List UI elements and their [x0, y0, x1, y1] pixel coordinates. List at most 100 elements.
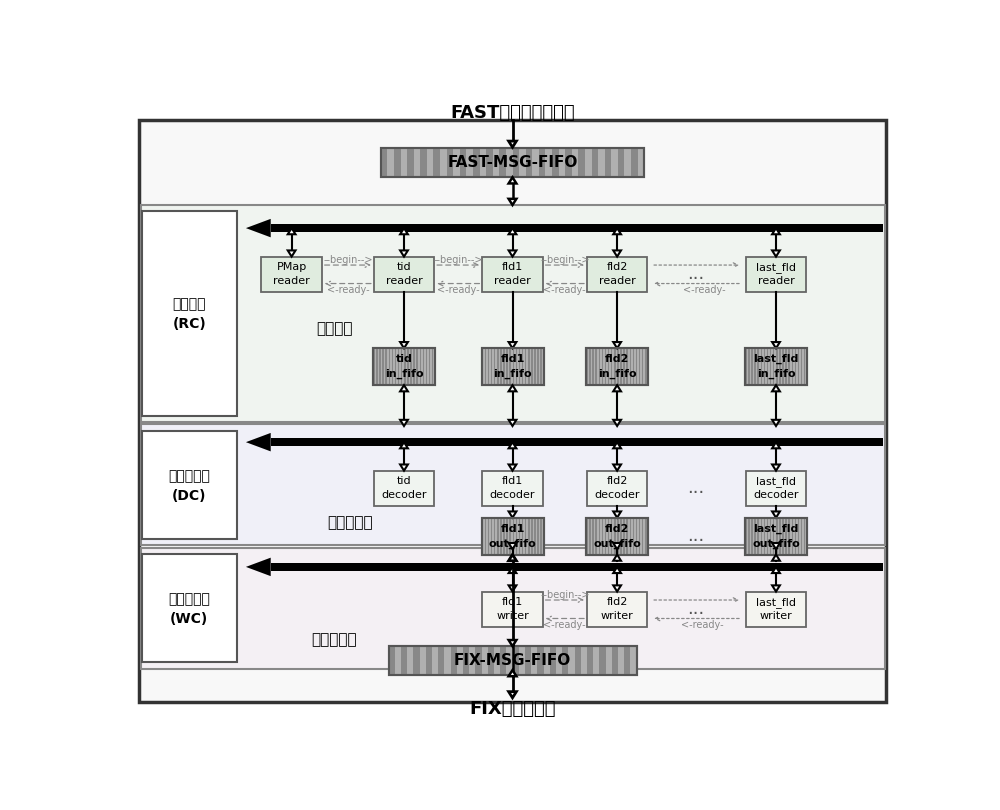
Text: in_fifo: in_fifo	[757, 369, 795, 379]
Bar	[626, 518, 628, 555]
Polygon shape	[509, 420, 516, 426]
Text: FIX-MSG-FIFO: FIX-MSG-FIFO	[454, 654, 571, 668]
Polygon shape	[613, 464, 621, 471]
Polygon shape	[288, 228, 296, 234]
Bar	[140, 424, 885, 545]
Bar	[798, 518, 799, 555]
Bar	[792, 348, 793, 386]
Bar	[537, 646, 544, 676]
Bar	[482, 348, 544, 386]
Text: --begin-->: --begin-->	[434, 254, 483, 265]
Bar	[381, 148, 644, 177]
Bar	[271, 224, 883, 232]
Bar	[589, 348, 591, 386]
Polygon shape	[509, 586, 516, 591]
Bar	[620, 518, 622, 555]
Text: fld2: fld2	[605, 354, 629, 365]
Text: ...: ...	[688, 266, 705, 284]
Bar	[475, 646, 482, 676]
Polygon shape	[400, 342, 408, 348]
Text: tid: tid	[397, 476, 411, 486]
Bar	[528, 518, 530, 555]
Bar	[626, 348, 628, 386]
Bar	[767, 518, 768, 555]
Text: fld1: fld1	[500, 354, 525, 365]
Text: FAST行情输入数据流: FAST行情输入数据流	[450, 104, 575, 122]
Bar	[373, 348, 435, 386]
Bar	[140, 548, 885, 668]
Bar	[751, 348, 753, 386]
Bar	[485, 518, 486, 555]
Bar	[376, 348, 378, 386]
Polygon shape	[509, 567, 516, 573]
Text: --begin-->: --begin-->	[540, 254, 590, 265]
Polygon shape	[613, 555, 621, 561]
Polygon shape	[509, 692, 516, 697]
Bar	[757, 518, 759, 555]
Bar	[447, 148, 453, 177]
Bar	[776, 518, 778, 555]
Text: fld1: fld1	[502, 597, 523, 608]
Bar	[623, 348, 625, 386]
Polygon shape	[509, 543, 516, 549]
Bar	[746, 257, 806, 292]
Polygon shape	[772, 420, 780, 426]
Bar	[512, 348, 514, 386]
Bar	[420, 148, 427, 177]
Text: tid: tid	[396, 354, 412, 365]
Text: decoder: decoder	[753, 490, 799, 501]
Bar	[385, 348, 387, 386]
Bar	[506, 518, 508, 555]
Text: PMap: PMap	[276, 262, 307, 272]
Bar	[528, 348, 530, 386]
Text: decoder: decoder	[594, 490, 640, 501]
Bar	[488, 348, 489, 386]
Bar	[473, 148, 480, 177]
Polygon shape	[772, 464, 780, 471]
Bar	[746, 591, 806, 627]
Bar	[562, 646, 568, 676]
Text: last_fld: last_fld	[753, 354, 799, 365]
Text: writer: writer	[601, 612, 634, 621]
Text: <-ready-: <-ready-	[544, 284, 586, 295]
Bar	[271, 438, 883, 446]
Bar	[745, 518, 807, 555]
Bar	[748, 348, 750, 386]
Bar	[404, 348, 406, 386]
Text: 输出流水线: 输出流水线	[311, 633, 357, 647]
Bar	[605, 518, 606, 555]
Bar	[612, 646, 618, 676]
Bar	[804, 348, 805, 386]
Bar	[611, 518, 612, 555]
Text: writer: writer	[496, 612, 529, 621]
Polygon shape	[246, 557, 271, 576]
Bar	[602, 348, 603, 386]
Bar	[433, 148, 440, 177]
Text: fld2: fld2	[606, 476, 628, 486]
Bar	[773, 348, 774, 386]
Bar	[413, 348, 415, 386]
Bar	[534, 348, 536, 386]
Text: fld1: fld1	[502, 262, 523, 272]
Bar	[516, 348, 517, 386]
Bar	[779, 518, 781, 555]
Polygon shape	[613, 567, 621, 573]
Bar	[795, 348, 796, 386]
Bar	[748, 518, 750, 555]
Polygon shape	[613, 511, 621, 518]
Bar	[608, 518, 609, 555]
Bar	[497, 518, 499, 555]
Text: FAST-MSG-FIFO: FAST-MSG-FIFO	[447, 156, 578, 170]
Bar	[745, 348, 807, 386]
Bar	[410, 348, 412, 386]
Bar	[587, 257, 647, 292]
Bar	[586, 518, 588, 555]
Bar	[374, 471, 434, 506]
Polygon shape	[400, 442, 408, 448]
Bar	[614, 518, 616, 555]
Polygon shape	[613, 586, 621, 591]
Bar	[611, 348, 612, 386]
Text: in_fifo: in_fifo	[493, 369, 532, 379]
Bar	[589, 518, 591, 555]
Bar	[785, 348, 787, 386]
